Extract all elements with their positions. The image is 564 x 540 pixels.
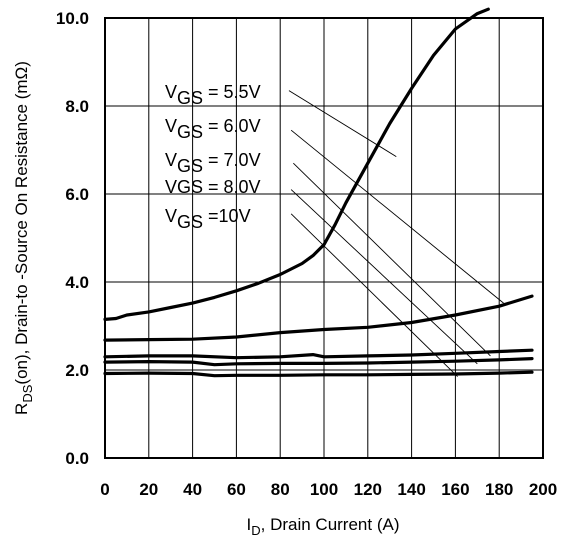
- legend-label-base: V: [165, 206, 177, 226]
- series-line-4: [103, 357, 534, 367]
- series-line-2: [103, 294, 534, 342]
- series-lines: [103, 7, 534, 378]
- legend-label-subscript: GS: [177, 122, 203, 142]
- x-axis-title-rest: , Drain Current (A): [261, 515, 400, 534]
- series-line-5: [103, 370, 534, 378]
- y-tick-label: 0.0: [65, 449, 89, 468]
- leader-line: [290, 189, 478, 365]
- legend-label-base: VGS = 8.0V: [165, 177, 261, 197]
- legend-label-rest: =10V: [203, 206, 251, 226]
- legend-label-rest: = 6.0V: [203, 116, 261, 136]
- y-axis-title-subscript: DS: [20, 384, 35, 402]
- leader-lines: [288, 90, 504, 377]
- legend-label-base: V: [165, 82, 177, 102]
- series-line-3: [103, 348, 534, 360]
- series-line-1: [103, 7, 490, 321]
- legend-label-subscript: GS: [177, 88, 203, 108]
- x-tick-label: 100: [310, 480, 338, 499]
- legend-label-rest: = 7.0V: [203, 150, 261, 170]
- leader-line: [290, 213, 458, 377]
- leader-line: [290, 129, 504, 304]
- legend-label-base: V: [165, 150, 177, 170]
- x-axis-title: ID, Drain Current (A): [247, 515, 400, 538]
- legend-label-1: VGS = 5.5V: [165, 82, 261, 108]
- y-axis-title-rest: (on), Drain-to -Source On Resistance (mΩ…: [12, 61, 31, 385]
- x-tick-label: 180: [485, 480, 513, 499]
- x-axis-title-base: I: [247, 515, 252, 534]
- y-axis-title: RDS(on), Drain-to -Source On Resistance …: [12, 61, 35, 415]
- x-tick-label: 0: [100, 480, 109, 499]
- x-tick-label: 160: [441, 480, 469, 499]
- legend-label-5: VGS =10V: [165, 206, 251, 232]
- x-tick-label: 60: [227, 480, 246, 499]
- x-axis-title-subscript: D: [251, 523, 260, 538]
- y-tick-label: 2.0: [65, 361, 89, 380]
- legend-label-subscript: GS: [177, 212, 203, 232]
- legend-label-3: VGS = 7.0V: [165, 150, 261, 176]
- legend-label-4: VGS = 8.0V: [165, 177, 261, 197]
- x-tick-label: 20: [139, 480, 158, 499]
- y-tick-label: 4.0: [65, 273, 89, 292]
- legend-label-rest: = 5.5V: [203, 82, 261, 102]
- legend-label-base: V: [165, 116, 177, 136]
- y-tick-label: 10.0: [56, 9, 89, 28]
- x-tick-labels: 0 20 40 60 80 100 120 140 160 180 200: [100, 480, 557, 499]
- y-tick-labels: 0.0 2.0 4.0 6.0 8.0 10.0: [56, 9, 89, 468]
- y-tick-label: 8.0: [65, 97, 89, 116]
- y-tick-label: 6.0: [65, 185, 89, 204]
- legend-label-subscript: GS: [177, 156, 203, 176]
- x-tick-label: 200: [529, 480, 557, 499]
- plot-frame: [104, 17, 544, 459]
- x-tick-label: 140: [397, 480, 425, 499]
- x-tick-label: 40: [183, 480, 202, 499]
- legend-label-2: VGS = 6.0V: [165, 116, 261, 142]
- y-axis-title-base: R: [12, 403, 31, 415]
- leader-line: [293, 162, 491, 357]
- x-tick-label: 120: [354, 480, 382, 499]
- x-tick-label: 80: [271, 480, 290, 499]
